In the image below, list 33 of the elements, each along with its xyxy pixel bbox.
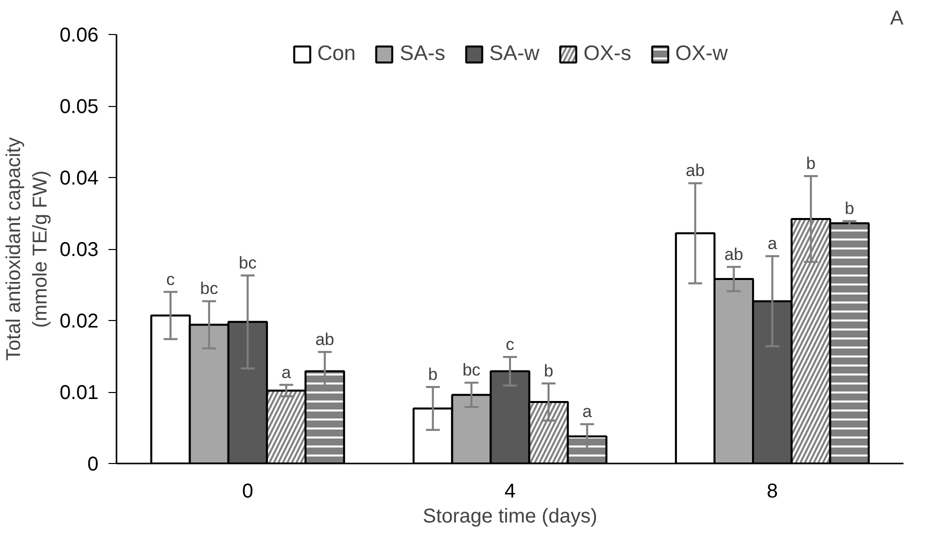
legend-label: Con	[317, 42, 356, 66]
data-label: b	[544, 361, 554, 380]
x-tick-label: 0	[242, 480, 254, 502]
x-axis-title: Storage time (days)	[422, 506, 598, 528]
data-label: c	[506, 334, 515, 354]
data-label: a	[582, 402, 592, 422]
data-label: b	[428, 364, 438, 384]
y-tick-label: 0.05	[60, 96, 99, 118]
y-tick-label: 0.03	[60, 239, 99, 261]
y-tick-label: 0.01	[60, 382, 99, 404]
legend-label: SA-s	[400, 42, 446, 66]
y-axis-title: Total antioxidant capacity (mmole TE/g FW)	[3, 137, 52, 361]
data-label: a	[282, 362, 292, 382]
data-label: bc	[238, 253, 258, 272]
y-tick-label: 0.02	[60, 310, 99, 332]
y-tick-label: 0.04	[60, 168, 99, 190]
data-label: ab	[686, 161, 705, 180]
legend-label: OX-w	[675, 42, 728, 66]
x-tick-label: 4	[504, 480, 516, 502]
data-label: ab	[724, 244, 744, 264]
data-label: bc	[462, 360, 481, 380]
data-label: bc	[200, 279, 219, 298]
x-tick-label: 8	[766, 480, 778, 502]
legend-label: OX-s	[583, 42, 632, 66]
y-tick-label: 0	[87, 454, 98, 476]
data-label: b	[806, 154, 816, 174]
text: A	[890, 8, 904, 30]
y-tick-label: 0.06	[60, 24, 99, 46]
data-label: c	[166, 270, 176, 289]
data-label: ab	[315, 330, 334, 349]
legend-label: SA-w	[489, 42, 540, 66]
data-label: a	[768, 234, 778, 254]
data-label: b	[844, 199, 854, 218]
